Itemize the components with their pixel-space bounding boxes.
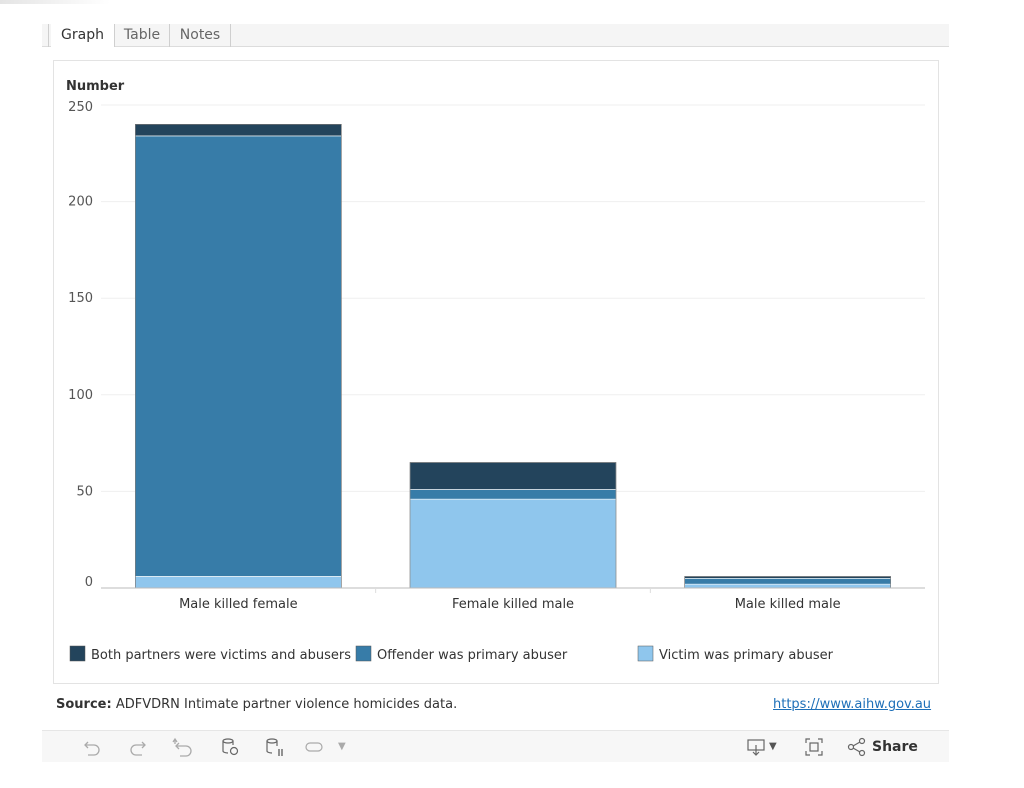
revert-icon[interactable]: [172, 737, 194, 757]
legend-swatch: [637, 645, 654, 662]
y-tick-label: 250: [68, 100, 93, 115]
bars: [135, 124, 891, 589]
x-tick-label: Female killed male: [452, 597, 574, 612]
toggle-dropdown-icon[interactable]: ▼: [338, 741, 346, 752]
x-axis-ticks: Male killed female Female killed male Male…: [179, 588, 841, 612]
legend: Both partners were victims and abusers Of…: [69, 645, 834, 663]
bar-segment: [684, 583, 891, 589]
source-note: Source: ADFVDRN Intimate partner violenc…: [56, 697, 457, 712]
tab-bar: Graph Table Notes: [42, 24, 949, 48]
x-tick-label: Male killed male: [735, 597, 841, 612]
y-axis-title: Number: [66, 79, 125, 94]
legend-label: Offender was primary abuser: [377, 648, 568, 663]
toggle-icon[interactable]: [304, 737, 326, 757]
legend-label: Both partners were victims and abusers: [91, 648, 351, 663]
share-button[interactable]: Share: [872, 739, 918, 755]
y-tick-label: 100: [68, 388, 93, 403]
bar-segment: [409, 498, 617, 589]
source-label: Source:: [56, 697, 112, 712]
refresh-icon[interactable]: [220, 737, 240, 757]
tab-table[interactable]: Table: [115, 24, 170, 47]
download-icon[interactable]: [746, 737, 766, 757]
source-link[interactable]: https://www.aihw.gov.au: [773, 697, 932, 712]
pause-icon[interactable]: [264, 737, 286, 757]
x-tick-label: Male killed female: [179, 597, 298, 612]
share-icon[interactable]: [847, 737, 867, 757]
bar-segment: [409, 489, 617, 500]
y-axis-ticks: 0 50 100 150 200 250: [68, 100, 93, 590]
undo-icon[interactable]: [82, 737, 102, 757]
redo-icon[interactable]: [128, 737, 148, 757]
download-dropdown-icon[interactable]: ▼: [769, 741, 777, 752]
legend-swatch: [355, 645, 372, 662]
tab-notes[interactable]: Notes: [170, 24, 231, 47]
viz-toolbar: ▼ ▼ Share: [42, 730, 949, 762]
top-fade: [0, 0, 110, 4]
bar-segment: [684, 578, 891, 585]
bar-segment: [684, 576, 891, 579]
legend-label: Victim was primary abuser: [659, 648, 834, 663]
tab-graph[interactable]: Graph: [51, 24, 115, 48]
y-tick-label: 0: [85, 575, 93, 590]
tab-divider: [48, 24, 49, 47]
bar-segment: [135, 135, 342, 577]
y-tick-label: 150: [68, 291, 93, 306]
y-tick-label: 200: [68, 195, 93, 210]
legend-swatch: [69, 645, 86, 662]
fullscreen-icon[interactable]: [804, 737, 824, 757]
bar-segment: [135, 124, 342, 137]
bar-segment: [135, 576, 342, 589]
bar-segment: [409, 462, 617, 490]
source-text: ADFVDRN Intimate partner violence homici…: [115, 697, 458, 712]
y-tick-label: 50: [76, 484, 93, 499]
